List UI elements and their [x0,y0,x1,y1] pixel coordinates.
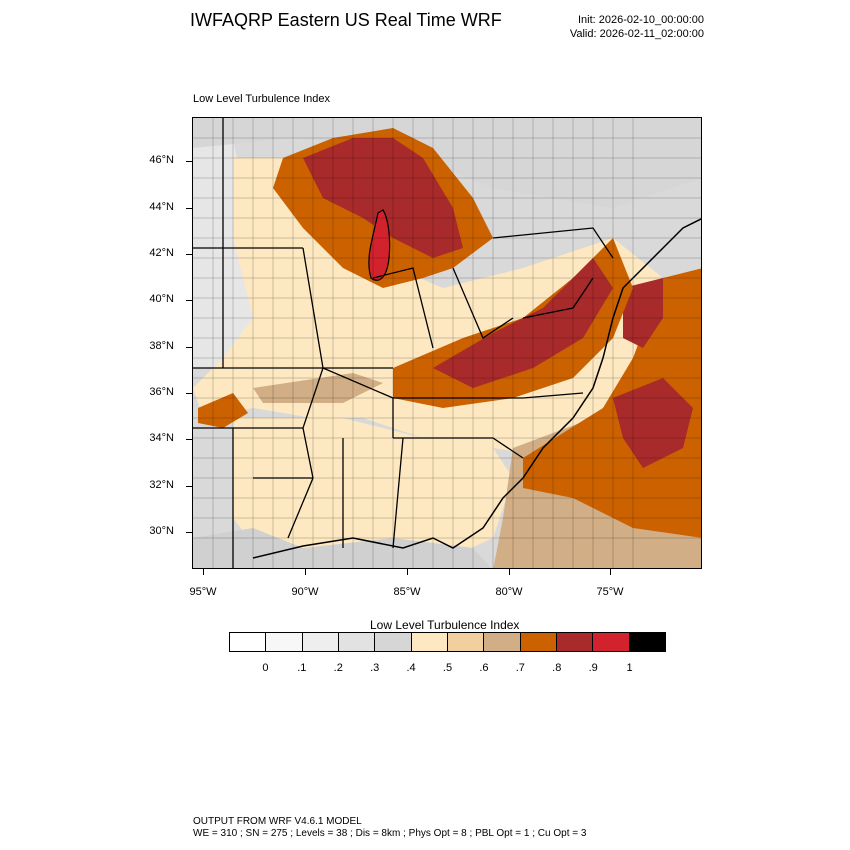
lon-label-90: 90°W [291,586,319,598]
colorbar-label: .5 [442,662,453,674]
lon-tick [203,569,204,575]
model-config: WE = 310 ; SN = 275 ; Levels = 38 ; Dis … [193,828,587,839]
colorbar-label: 1 [626,662,633,674]
lat-label-38: 38°N [149,340,174,352]
coastline [252,218,701,559]
lat-tick [186,300,192,301]
lat-tick [186,393,192,394]
lat-label-32: 32°N [149,479,174,491]
model-version: OUTPUT FROM WRF V4.6.1 MODEL [193,816,362,827]
lat-tick [186,161,192,162]
colorbar-label: .8 [552,662,562,674]
colorbar-label: .9 [588,662,598,674]
lon-label-95: 95°W [189,586,217,598]
colorbar-swatch [230,633,267,651]
colorbar-label: .7 [515,662,525,674]
valid-time: Valid: 2026-02-11_02:00:00 [569,28,704,40]
colorbar-label: .6 [479,662,489,674]
colorbar-swatch [520,633,557,651]
lon-tick [509,569,510,575]
field-subtitle: Low Level Turbulence Index [193,93,330,105]
colorbar-swatch [629,633,665,651]
colorbar-swatch [484,633,521,651]
colorbar-label: .1 [297,662,307,674]
lon-label-75: 75°W [596,586,624,598]
lon-label-85: 85°W [393,586,421,598]
colorbar [229,632,666,652]
model-info-footer: OUTPUT FROM WRF V4.6.1 MODEL WE = 310 ; … [193,816,586,840]
colorbar-swatch [447,633,485,651]
lat-tick [186,254,192,255]
colorbar-swatch [302,633,339,651]
lon-tick [407,569,408,575]
colorbar-swatch [266,633,303,651]
colorbar-swatch [338,633,376,651]
colorbar-swatch [375,633,412,651]
lat-label-42: 42°N [149,247,174,259]
colorbar-label: .4 [406,662,416,674]
lat-label-36: 36°N [149,386,174,398]
region-appalachian-red [433,258,613,388]
colorbar-swatch [593,633,630,651]
lat-label-30: 30°N [149,525,174,537]
lake-michigan [368,209,391,281]
lon-tick [610,569,611,575]
region-plains-tan [253,373,383,403]
lon-label-80: 80°W [495,586,523,598]
run-time-info: Init: 2026-02-10_00:00:00 Valid: 2026-02… [570,13,704,41]
lat-tick [186,486,192,487]
init-time: Init: 2026-02-10_00:00:00 [578,14,704,26]
lat-tick [186,439,192,440]
lat-tick [186,532,192,533]
region-atlantic-orange [523,268,701,538]
lat-label-40: 40°N [149,293,174,305]
lon-tick [305,569,306,575]
lat-label-34: 34°N [149,432,174,444]
colorbar-swatch [556,633,594,651]
colorbar-label: .2 [333,662,343,674]
region-canada [193,118,701,208]
colorbar-label: 0 [262,662,269,674]
lat-label-46: 46°N [149,154,174,166]
turbulence-map [192,117,702,569]
region-plains-patch [198,393,248,428]
colorbar-swatch [411,633,448,651]
colorbar-title: Low Level Turbulence Index [370,618,520,632]
lat-tick [186,347,192,348]
colorbar-label: .3 [370,662,380,674]
lat-tick [186,208,192,209]
county-grid [193,118,701,568]
lat-label-44: 44°N [149,201,174,213]
map-title: IWFAQRP Eastern US Real Time WRF [190,10,502,30]
